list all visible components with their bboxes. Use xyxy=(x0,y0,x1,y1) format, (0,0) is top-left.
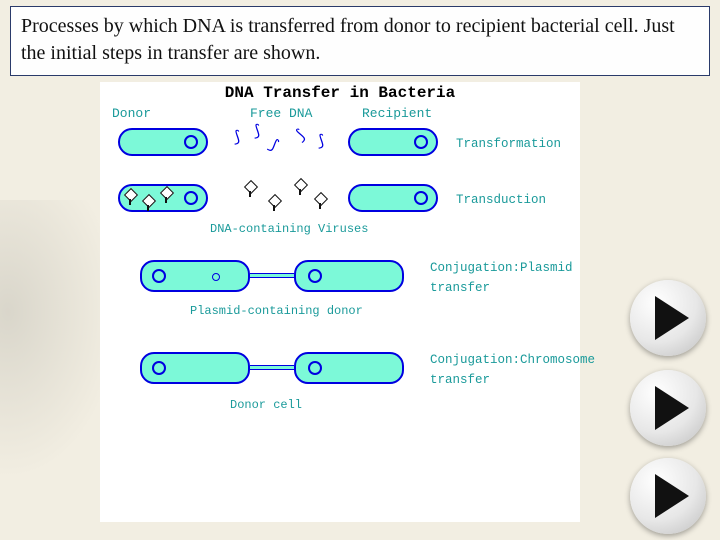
title-text: Processes by which DNA is transferred fr… xyxy=(21,13,699,67)
chromosome-icon xyxy=(414,135,428,149)
donor-cell-transduction xyxy=(118,184,208,212)
recipient-cell-transduction xyxy=(348,184,438,212)
row-label-conj-plasmid-1: Conjugation:Plasmid xyxy=(430,258,573,279)
chromosome-icon xyxy=(414,191,428,205)
sub-label-plasmid-donor: Plasmid-containing donor xyxy=(190,304,363,318)
col-head-middle: Free DNA xyxy=(250,106,312,121)
row-label-transduction: Transduction xyxy=(456,190,546,211)
sub-label-donor-cell: Donor cell xyxy=(230,398,302,412)
dna-fragment-icon: ⟆ xyxy=(234,130,240,146)
chromosome-icon xyxy=(184,135,198,149)
play-button-3[interactable] xyxy=(630,458,706,534)
dna-fragment-icon: ⟆ xyxy=(254,124,260,140)
chromosome-icon xyxy=(184,191,198,205)
phage-icon xyxy=(144,196,154,206)
phage-icon xyxy=(296,180,306,190)
donor-cell-conjugation-chromo xyxy=(140,352,250,384)
phage-icon xyxy=(270,196,280,206)
sub-label-viruses: DNA-containing Viruses xyxy=(210,222,368,236)
diagram-panel: DNA Transfer in Bacteria Donor Free DNA … xyxy=(100,82,580,522)
play-icon xyxy=(655,296,689,340)
title-box: Processes by which DNA is transferred fr… xyxy=(10,6,710,76)
play-button-2[interactable] xyxy=(630,370,706,446)
row-label-conj-chromo-1: Conjugation:Chromosome xyxy=(430,350,595,371)
col-head-donor: Donor xyxy=(112,106,151,121)
chromosome-icon xyxy=(308,269,322,283)
row-label-transformation: Transformation xyxy=(456,134,561,155)
play-icon xyxy=(655,474,689,518)
phage-icon xyxy=(246,182,256,192)
pilus-icon xyxy=(250,273,294,278)
chromosome-icon xyxy=(308,361,322,375)
dna-fragment-icon: ⟆ xyxy=(266,138,281,154)
plasmid-icon xyxy=(212,273,220,281)
row-label-conj-chromo-2: transfer xyxy=(430,370,490,391)
chromosome-icon xyxy=(152,361,166,375)
dna-fragment-icon: ⟆ xyxy=(294,128,307,145)
play-icon xyxy=(655,386,689,430)
diagram-title: DNA Transfer in Bacteria xyxy=(100,84,580,102)
recipient-cell-transformation xyxy=(348,128,438,156)
phage-icon xyxy=(126,190,136,200)
donor-cell-transformation xyxy=(118,128,208,156)
recipient-cell-conjugation-chromo xyxy=(294,352,404,384)
pilus-icon xyxy=(250,365,294,370)
phage-icon xyxy=(162,188,172,198)
dna-fragment-icon: ⟆ xyxy=(318,134,324,150)
col-head-recipient: Recipient xyxy=(362,106,432,121)
recipient-cell-conjugation-plasmid xyxy=(294,260,404,292)
chromosome-icon xyxy=(152,269,166,283)
phage-icon xyxy=(316,194,326,204)
donor-cell-conjugation-plasmid xyxy=(140,260,250,292)
row-label-conj-plasmid-2: transfer xyxy=(430,278,490,299)
play-button-1[interactable] xyxy=(630,280,706,356)
